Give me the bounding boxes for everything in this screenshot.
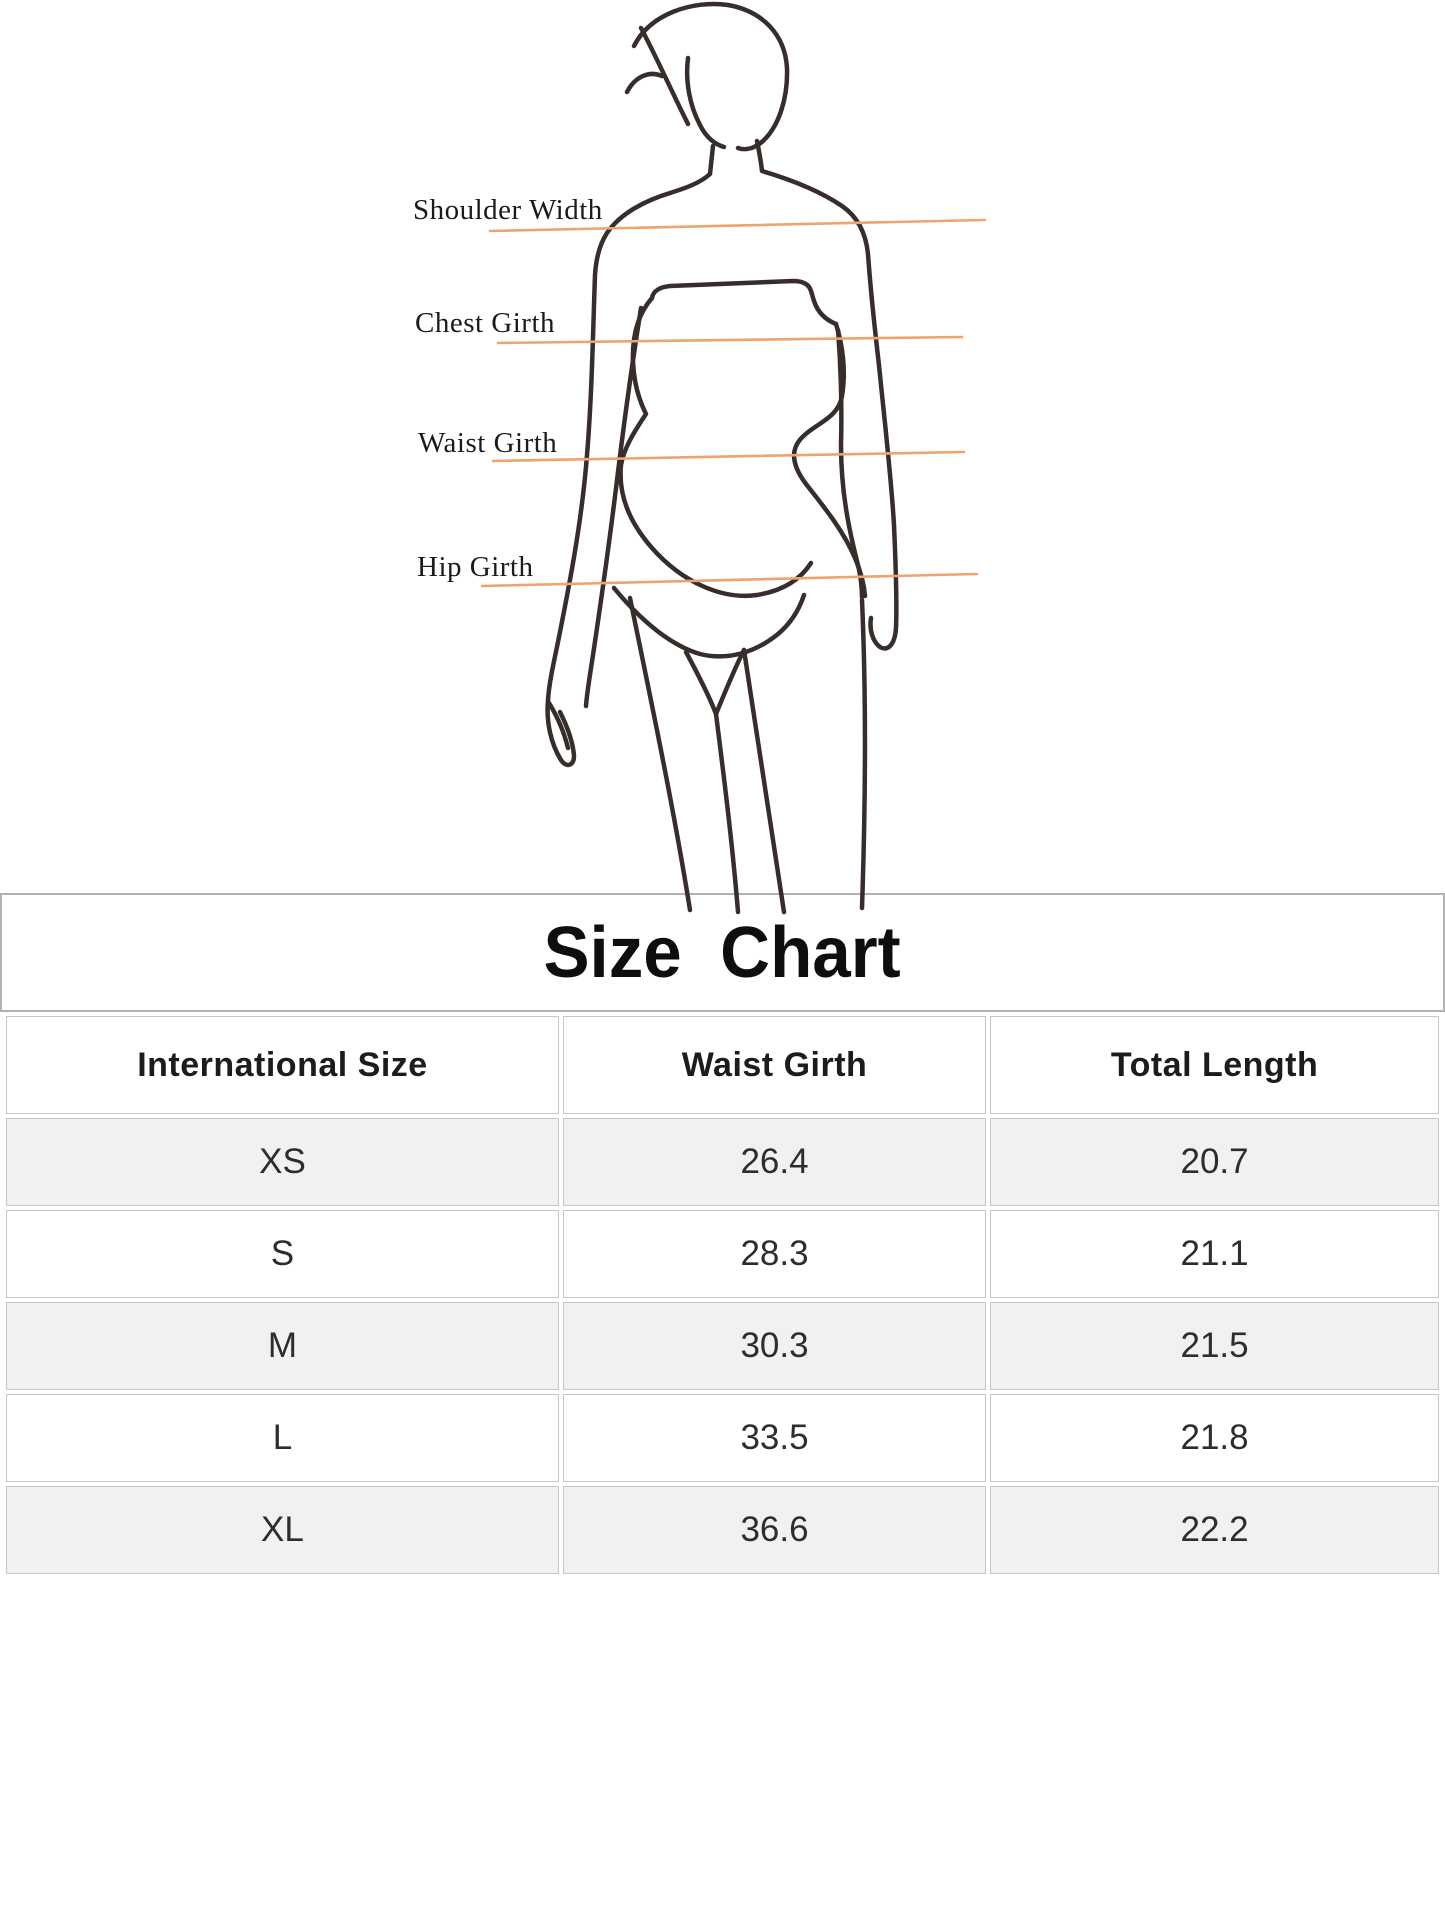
table-header-row: International Size Waist Girth Total Len… [6,1016,1439,1114]
waist-cell: 30.3 [562,1302,987,1390]
length-cell: 21.1 [990,1210,1439,1298]
size-cell: L [6,1394,559,1482]
column-header-total-length: Total Length [990,1016,1439,1114]
column-header-waist-girth: Waist Girth [562,1016,987,1114]
size-cell: XS [6,1118,559,1206]
size-table-container: International Size Waist Girth Total Len… [2,1012,1443,1578]
table-row-xs: XS 26.4 20.7 [6,1118,1439,1206]
body-outline-figure [480,1,987,915]
length-cell: 21.5 [990,1302,1439,1390]
length-cell: 22.2 [990,1486,1439,1574]
size-cell: M [6,1302,559,1390]
chest-girth-line [496,335,964,345]
table-row-m: M 30.3 21.5 [6,1302,1439,1390]
shoulder-width-label: Shoulder Width [413,194,603,226]
waist-girth-line [491,450,966,463]
waist-cell: 26.4 [562,1118,987,1206]
waist-cell: 36.6 [562,1486,987,1574]
size-table: International Size Waist Girth Total Len… [2,1012,1443,1578]
hip-girth-label: Hip Girth [417,551,534,583]
waist-cell: 28.3 [562,1210,987,1298]
measurement-diagram: Shoulder Width Chest Girth Waist Girth H… [0,0,1445,920]
length-cell: 21.8 [990,1394,1439,1482]
waist-cell: 33.5 [562,1394,987,1482]
chest-girth-label: Chest Girth [415,307,556,339]
measurement-lines [480,218,987,588]
size-cell: XL [6,1486,559,1574]
table-row-s: S 28.3 21.1 [6,1210,1439,1298]
column-header-international-size: International Size [6,1016,559,1114]
size-chart-title-band: Size Chart [0,893,1445,1012]
shoulder-width-line [488,218,987,233]
waist-girth-label: Waist Girth [418,427,558,459]
hip-girth-line [480,572,979,588]
length-cell: 20.7 [990,1118,1439,1206]
size-cell: S [6,1210,559,1298]
table-row-xl: XL 36.6 22.2 [6,1486,1439,1574]
page-title: Size Chart [543,912,902,993]
table-row-l: L 33.5 21.8 [6,1394,1439,1482]
